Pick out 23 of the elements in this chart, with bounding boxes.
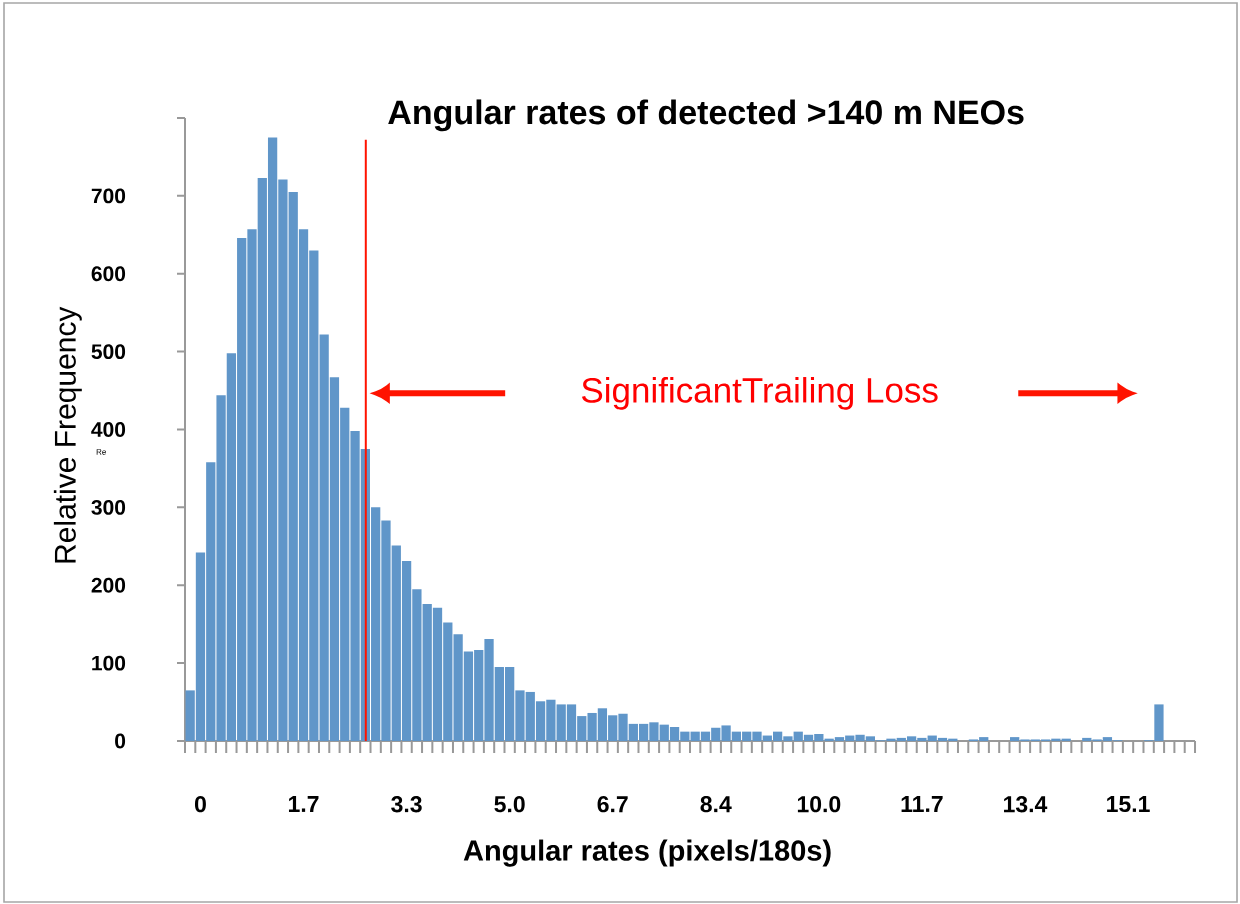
y-tick-label: 0 (115, 733, 126, 749)
text: Re (96, 449, 106, 455)
x-tick-label: 13.4 (1004, 796, 1048, 813)
y-tick-label: 300 (91, 499, 126, 515)
x-tick-label: 5.0 (494, 796, 525, 813)
x-tick-label: 6.7 (597, 796, 628, 813)
x-tick-label: 11.7 (901, 796, 943, 812)
x-tick-label: 10.0 (797, 796, 841, 813)
y-tick-label: 700 (91, 188, 126, 204)
y-tick-label: 600 (91, 266, 126, 282)
chart-title: Angular rates of detected >140 m NEOs (388, 99, 1024, 132)
y-tick-label: 100 (92, 655, 126, 671)
x-tick-label: 0 (194, 796, 206, 813)
x-tick-label: 15.1 (1107, 796, 1150, 813)
y-tick-label: 500 (91, 344, 126, 360)
annotation: SignificantTrailing Loss (582, 377, 938, 410)
y-axis-title: Relative Frequency (53, 306, 82, 563)
x-tick-label: 3.3 (391, 796, 422, 813)
y-tick-label: 200 (91, 577, 126, 593)
x-tick-label: 1.7 (288, 796, 319, 812)
x-axis-title: Angular rates (pixels/180s) (463, 839, 831, 867)
x-tick-label: 8.4 (700, 796, 732, 813)
y-tick-label: 400 (91, 422, 126, 437)
